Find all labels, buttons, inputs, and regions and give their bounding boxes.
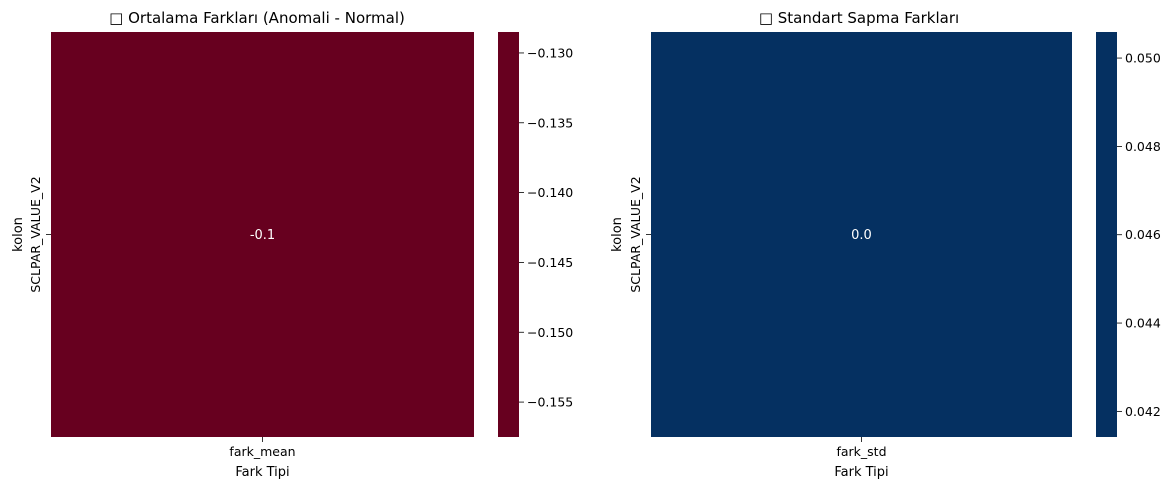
panel-title: □ Ortalama Farkları (Anomali - Normal) — [109, 9, 405, 27]
colorbar-tick-label: 0.050 — [1125, 51, 1161, 66]
colorbar-tick-label: −0.135 — [527, 115, 573, 130]
colorbar-tick-label: 0.044 — [1125, 316, 1161, 331]
heatmap-panel-mean: □ Ortalama Farkları (Anomali - Normal) -… — [11, 9, 573, 480]
colorbar-tick-label: −0.130 — [527, 45, 573, 60]
cell-annotation: 0.0 — [851, 228, 872, 243]
colorbar-tick-label: 0.046 — [1125, 227, 1161, 242]
x-axis-label: Fark Tipi — [834, 465, 888, 480]
colorbar — [1096, 32, 1117, 437]
colorbar-tick-label: 0.042 — [1125, 404, 1161, 419]
y-tick-label: SCLPAR_VALUE_V2 — [628, 176, 643, 292]
colorbar — [498, 32, 519, 437]
colorbar-tick-label: −0.145 — [527, 255, 573, 270]
x-tick-label: fark_std — [836, 444, 886, 459]
cell-annotation: -0.1 — [250, 228, 275, 243]
x-tick-label: fark_mean — [229, 444, 295, 459]
x-axis-label: Fark Tipi — [235, 465, 289, 480]
heatmap-cell — [651, 32, 1072, 437]
colorbar-tick-label: 0.048 — [1125, 139, 1161, 154]
panel-title: □ Standart Sapma Farkları — [759, 9, 959, 27]
colorbar-ticks: −0.130 −0.135 −0.140 −0.145 −0.150 −0.155 — [519, 45, 573, 410]
colorbar-tick-label: −0.155 — [527, 395, 573, 410]
heatmap-cell — [51, 32, 474, 437]
y-tick-label: SCLPAR_VALUE_V2 — [28, 176, 43, 292]
y-axis-label: kolon — [11, 217, 26, 252]
colorbar-tick-label: −0.140 — [527, 185, 573, 200]
colorbar-tick-label: −0.150 — [527, 325, 573, 340]
y-axis-label: kolon — [610, 217, 625, 252]
heatmap-panel-std: □ Standart Sapma Farkları 0.0 SCLPAR_VAL… — [610, 9, 1161, 480]
colorbar-ticks: 0.050 0.048 0.046 0.044 0.042 — [1117, 51, 1161, 419]
